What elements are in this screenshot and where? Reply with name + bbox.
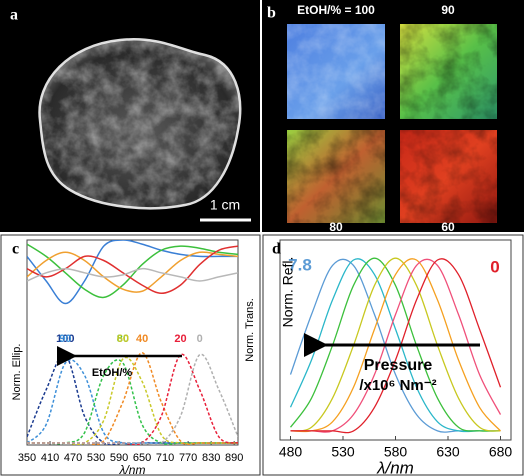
film-squares xyxy=(287,24,497,223)
x-tick-label: 580 xyxy=(384,444,408,460)
x-tick-label: 470 xyxy=(64,452,82,464)
series-label: 80 xyxy=(117,333,129,345)
caption: 90 xyxy=(441,3,455,17)
series-label: 100 xyxy=(56,333,74,345)
film-photo xyxy=(38,38,242,210)
x-tick-label: 350 xyxy=(18,452,36,464)
series-label: 40 xyxy=(136,333,148,345)
caption: 80 xyxy=(329,220,343,234)
x-tick-label: 480 xyxy=(279,444,303,460)
x-tick-label: 590 xyxy=(110,452,128,464)
x-tick-label: 650 xyxy=(133,452,151,464)
panel-label: d xyxy=(272,241,281,258)
y-axis-label: Norm. Ellip. xyxy=(11,344,23,401)
line-series xyxy=(27,245,238,295)
series-group xyxy=(289,257,502,434)
scale-bar-label: 1 cm xyxy=(210,197,240,213)
line-series xyxy=(27,251,238,293)
y-axis-label-right: Norm. Trans. xyxy=(244,298,256,362)
y-axis-label: Norm. Refl. xyxy=(280,257,296,328)
line-series xyxy=(290,258,502,434)
x-tick-label: 530 xyxy=(331,444,355,460)
x-tick-label: 680 xyxy=(489,444,513,460)
caption: EtOH/% = 100 xyxy=(297,3,375,17)
x-axis-label: λ/nm xyxy=(376,458,414,476)
x-tick-label: 890 xyxy=(225,452,243,464)
annotation: /x10⁶ Nm⁻² xyxy=(359,377,436,394)
panel-label: c xyxy=(12,241,19,258)
line-series xyxy=(290,258,502,433)
x-tick-label: 410 xyxy=(41,452,59,464)
line-series xyxy=(289,258,501,433)
x-axis-label: λ/nm xyxy=(119,463,146,476)
annotation: Pressure xyxy=(364,357,433,374)
annotation: EtOH/% xyxy=(92,367,133,379)
line-series xyxy=(27,353,238,445)
series-label: 0 xyxy=(490,257,499,276)
caption: 60 xyxy=(441,220,455,234)
x-tick-label: 830 xyxy=(202,452,220,464)
panel-label: b xyxy=(267,5,276,22)
x-tick-label: 630 xyxy=(436,444,460,460)
series-label: 7.8 xyxy=(288,255,312,274)
panel-frame xyxy=(262,234,524,476)
panel-label: a xyxy=(10,7,18,24)
line-series xyxy=(290,258,501,433)
series-label: 20 xyxy=(174,333,186,345)
series-label: 0 xyxy=(197,333,203,345)
line-series xyxy=(27,267,238,282)
line-series xyxy=(290,257,501,432)
series-label: 90 xyxy=(59,333,71,345)
line-series xyxy=(27,240,238,305)
series-label: 60 xyxy=(117,333,129,345)
line-series xyxy=(289,257,501,432)
line-series xyxy=(27,243,238,299)
x-tick-label: 530 xyxy=(87,452,105,464)
x-tick-label: 770 xyxy=(179,452,197,464)
x-tick-label: 710 xyxy=(156,452,174,464)
